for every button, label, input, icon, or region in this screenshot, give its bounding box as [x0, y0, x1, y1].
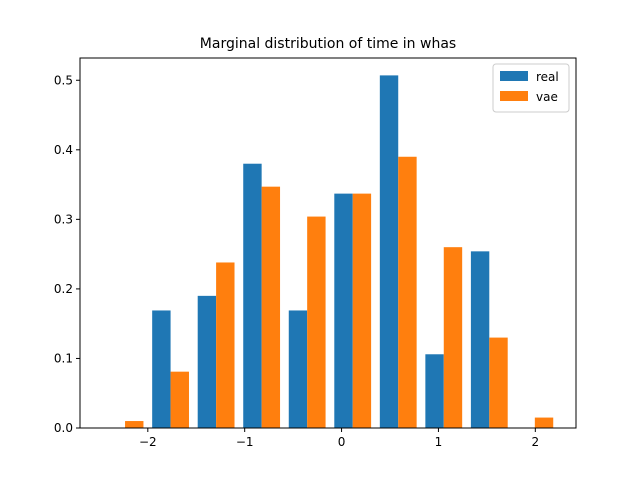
y-tick-label: 0.2: [54, 282, 73, 296]
chart-title: Marginal distribution of time in whas: [200, 36, 456, 52]
bar-real-2: [197, 295, 217, 428]
legend-swatch-vae: [500, 91, 528, 101]
y-tick-label: 0.1: [54, 351, 73, 365]
legend-swatch-real: [500, 71, 528, 81]
bar-vae-8: [489, 337, 508, 428]
bar-vae-5: [352, 193, 372, 428]
bar-vae-3: [261, 186, 281, 428]
legend: real vae: [492, 63, 570, 113]
y-tick-label: 0.4: [54, 143, 73, 157]
y-tick-label: 0.5: [54, 73, 73, 87]
bar-vae-0: [125, 421, 144, 428]
bar-vae-7: [443, 247, 463, 428]
x-axis: −2 −1 0 1 2: [139, 428, 539, 449]
legend-label-real: real: [536, 70, 559, 84]
bar-vae-9: [534, 417, 554, 428]
legend-label-vae: vae: [536, 90, 558, 104]
x-tick-label: −1: [236, 435, 254, 449]
x-tick-label: 0: [338, 435, 346, 449]
y-axis: 0.0 0.1 0.2 0.3 0.4 0.5: [54, 73, 80, 435]
bar-real-7: [425, 354, 444, 428]
x-tick-label: −2: [139, 435, 157, 449]
y-tick-label: 0.0: [54, 421, 73, 435]
y-tick-label: 0.3: [54, 212, 73, 226]
bar-vae-6: [398, 156, 417, 428]
bar-vae-1: [170, 371, 189, 428]
plot-frame: [79, 57, 577, 429]
bar-real-5: [334, 193, 353, 428]
x-tick-label: 2: [531, 435, 539, 449]
bar-real-3: [243, 163, 262, 428]
x-tick-label: 1: [435, 435, 443, 449]
bar-vae-4: [307, 216, 326, 428]
bar-real-1: [152, 310, 171, 428]
bar-real-8: [470, 251, 490, 428]
bar-vae-2: [216, 262, 235, 428]
bar-real-4: [288, 310, 308, 428]
bar-real-6: [379, 75, 399, 429]
bars-group: [125, 75, 554, 429]
